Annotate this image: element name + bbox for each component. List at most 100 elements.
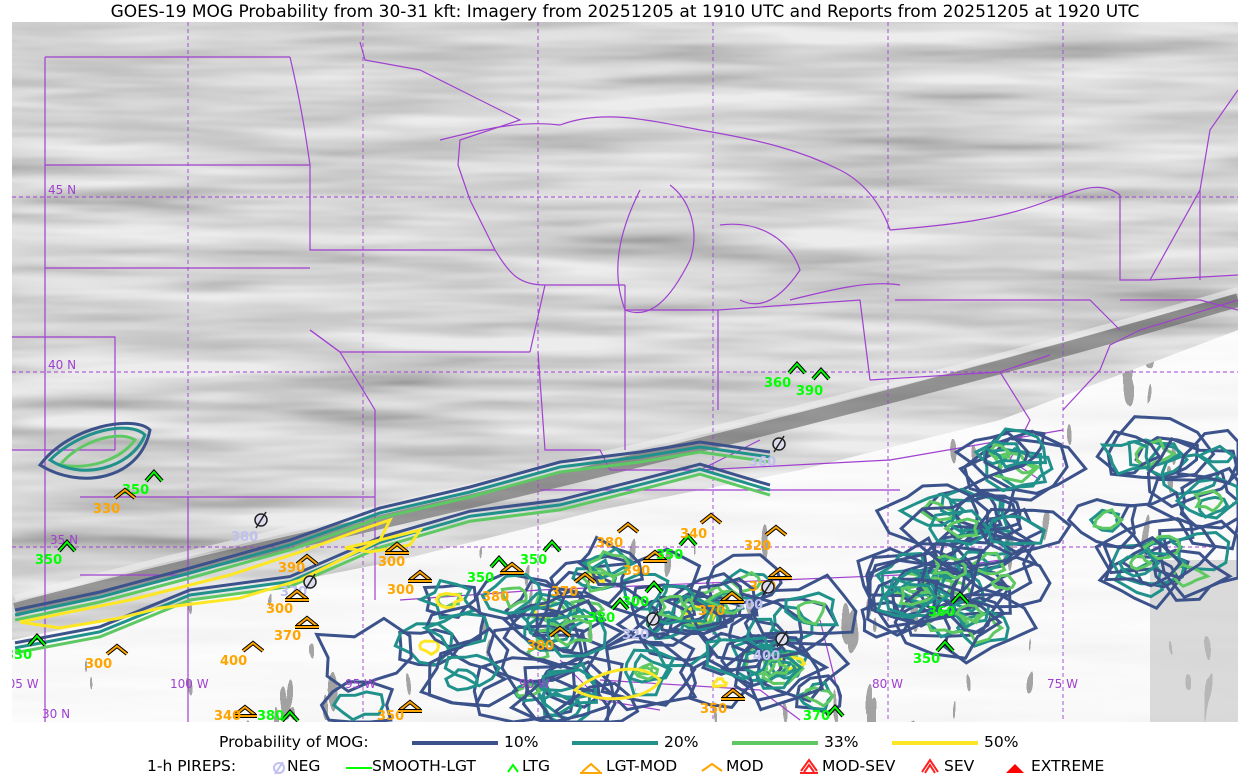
pirep-ltg: 380 (257, 708, 300, 722)
pirep-altitude: 330 (93, 502, 120, 517)
contour-blob (418, 626, 519, 708)
legend-sev: SEV (944, 757, 975, 775)
ltg-icon (787, 360, 807, 375)
sev-icon (921, 758, 939, 774)
contour-blob (500, 586, 528, 610)
contour-blob (955, 610, 1010, 648)
swatch-10 (412, 741, 498, 745)
state-boundary (1062, 299, 1238, 411)
contour-blob (1094, 517, 1218, 580)
contour-blob (703, 589, 744, 615)
contour-line-50 (572, 667, 662, 701)
contour-blob (581, 547, 702, 626)
contour-blob (577, 535, 645, 587)
mog-probability-contours (14, 415, 1238, 722)
contour-blob (523, 654, 624, 722)
pirep-neg: 400 (753, 630, 789, 664)
pirep-altitude: 370 (803, 709, 830, 724)
pirep-mod: 340 (680, 512, 723, 542)
contour-blob (992, 451, 1041, 484)
pirep-lgt-mod: 380 (482, 561, 524, 605)
contour-blob (916, 524, 1039, 606)
contour-line (14, 472, 771, 655)
contour-blob (977, 507, 1072, 556)
mod-icon (764, 524, 788, 537)
lgt-mod-icon (721, 687, 745, 701)
pirep-altitude: 380 (231, 530, 258, 545)
contour-blob (544, 661, 597, 699)
pirep-lgt-mod: 350 (377, 699, 422, 722)
state-boundary (789, 283, 901, 301)
contour-blob (443, 653, 502, 688)
contour-blob (398, 628, 462, 667)
pirep-altitude: 320 (744, 539, 771, 554)
contour-blob (657, 594, 689, 621)
ltg-icon (57, 538, 77, 553)
contour-blob (986, 514, 1046, 546)
pirep-mod: 300 (85, 643, 129, 672)
contour-line (14, 467, 771, 650)
lgt-mod-icon (285, 588, 309, 602)
pirep-mod: 390 (278, 553, 319, 576)
contour-blob (418, 639, 441, 657)
contour-blob (581, 567, 617, 593)
contour-blob (712, 677, 729, 688)
pirep-legend: 1-h PIREPS: NEG SMOOTH-LGT LTG LGT-MOD M… (0, 757, 1250, 777)
ltg-icon (610, 596, 630, 611)
lat-label-35n: 35 N (50, 533, 78, 547)
pirep-lgt-mod: 370 (698, 590, 744, 619)
state-boundary (1120, 299, 1238, 311)
state-boundary (309, 329, 530, 353)
lgt-mod-icon (385, 541, 409, 555)
pirep-altitude: 380 (482, 590, 509, 605)
contour-blob (1142, 534, 1182, 561)
contour-blob (943, 517, 980, 539)
contour-blob (586, 549, 631, 578)
legend-extreme: EXTREME (1031, 757, 1105, 775)
contour-line (14, 440, 771, 612)
pirep-ltg: 350 (656, 532, 698, 563)
pirep-altitude: 370 (698, 604, 725, 619)
lon-label-105w: 105 W (0, 677, 39, 691)
lgt-mod-icon (580, 762, 602, 774)
legend-10: 10% (504, 733, 539, 751)
pirep-ltg: 350 (467, 554, 509, 586)
contour-blob (1099, 440, 1151, 476)
contour-line (37, 422, 152, 480)
contour-blob (1095, 429, 1162, 477)
smooth-lgt-icon (346, 767, 372, 769)
lat-label-30n: 30 N (42, 707, 70, 721)
contour-line (14, 462, 771, 645)
pirep-mod: 330 (93, 487, 137, 517)
mod-icon (699, 512, 723, 525)
map-title: GOES-19 MOG Probability from 30-31 kft: … (110, 2, 1140, 22)
lon-label-80w: 80 W (872, 677, 903, 691)
ltg-icon (678, 532, 698, 547)
mod-icon (241, 640, 265, 653)
pirep-lgt-mod: 300 (387, 569, 432, 598)
mod-icon (113, 487, 137, 500)
state-boundaries (12, 41, 1238, 722)
pirep-ltg: 390 (796, 366, 831, 399)
contour-line (57, 434, 138, 468)
lgt-mod-icon (408, 569, 432, 583)
pirep-lgt-mod: 300 (378, 541, 409, 570)
pirep-altitude: 380 (588, 611, 615, 626)
mod-icon (548, 625, 572, 638)
contour-blob (1102, 535, 1183, 588)
probability-legend-label: Probability of MOG: (219, 733, 369, 751)
pirep-lgt-mod: 340 (214, 704, 257, 722)
pirep-altitude: 400 (753, 649, 780, 664)
pirep-ltg: 350 (913, 638, 955, 667)
state-boundary (599, 679, 801, 721)
state-boundary (889, 186, 1121, 231)
pirep-altitude: 360 (928, 605, 955, 620)
contour-blob (954, 603, 986, 625)
legend-33: 33% (824, 733, 859, 751)
contour-blob (1151, 548, 1233, 602)
mod-icon (295, 553, 319, 566)
mod-icon (616, 521, 640, 534)
contour-blob (444, 668, 479, 692)
pirep-altitude: 400 (220, 654, 247, 669)
